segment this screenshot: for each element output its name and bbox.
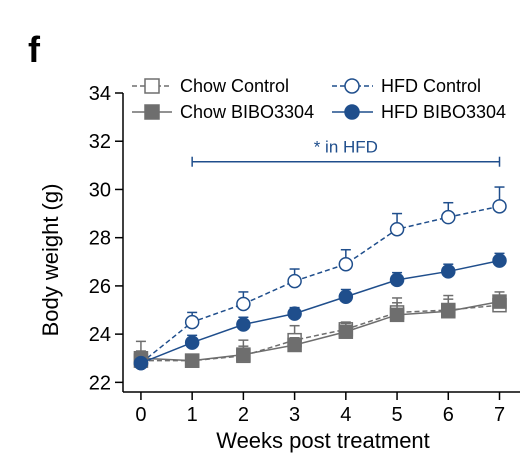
- plot-area: [133, 186, 507, 371]
- panel-label: f: [28, 29, 41, 70]
- x-tick-label: 1: [187, 404, 198, 426]
- y-tick-label: 24: [89, 324, 111, 346]
- legend-label: Chow Control: [180, 76, 289, 96]
- series-hfd-bibo3304: [133, 252, 507, 371]
- x-tick-label: 5: [391, 404, 402, 426]
- data-point: [441, 209, 456, 225]
- x-tick-label: 6: [443, 404, 454, 426]
- significance-annotation: * in HFD: [191, 138, 501, 167]
- open-circle-marker-icon: [344, 78, 360, 94]
- y-tick-label: 26: [89, 276, 111, 298]
- y-tick-label: 28: [89, 228, 111, 250]
- data-point: [236, 347, 251, 362]
- data-point: [441, 303, 456, 319]
- legend-label: Chow BIBO3304: [180, 102, 314, 122]
- data-point: [133, 355, 149, 371]
- legend-item-hfd-control: HFD Control: [332, 76, 481, 96]
- data-point: [338, 256, 354, 272]
- filled-circle-marker-icon: [344, 104, 360, 120]
- data-point: [389, 307, 405, 323]
- data-point: [184, 314, 200, 330]
- x-tick-label: 0: [135, 404, 146, 426]
- data-point: [287, 337, 302, 353]
- x-tick-label: 7: [494, 404, 505, 426]
- y-tick-label: 22: [89, 372, 111, 394]
- data-point: [287, 273, 302, 289]
- series-line: [140, 259, 500, 364]
- data-point: [338, 289, 354, 305]
- y-tick-label: 32: [89, 131, 111, 153]
- data-point: [389, 272, 405, 288]
- data-point: [184, 353, 200, 368]
- x-axis-label: Weeks post treatment: [216, 428, 430, 453]
- data-point: [441, 264, 456, 279]
- data-point: [236, 296, 251, 312]
- y-tick-label: 30: [89, 179, 111, 201]
- data-point: [492, 294, 507, 309]
- legend-item-chow-control: Chow Control: [132, 76, 289, 96]
- data-point: [184, 335, 200, 350]
- legend: Chow Control HFD Control Chow BIBO3304 H…: [132, 76, 506, 122]
- y-axis-label: Body weight (g): [38, 184, 63, 337]
- legend-label: HFD Control: [381, 76, 481, 96]
- data-point: [492, 253, 507, 268]
- series-line: [140, 205, 500, 364]
- data-point: [492, 199, 507, 214]
- filled-square-marker-icon: [144, 104, 160, 120]
- data-point: [389, 221, 405, 237]
- annotation-label: * in HFD: [314, 138, 378, 157]
- y-tick-label: 34: [89, 83, 111, 105]
- data-point: [338, 324, 354, 339]
- x-tick-label: 4: [340, 404, 351, 426]
- data-point: [287, 306, 302, 321]
- series-line: [140, 300, 500, 362]
- x-tick-label: 2: [238, 404, 249, 426]
- legend-item-chow-bibo3304: Chow BIBO3304: [132, 102, 314, 122]
- x-tick-label: 3: [289, 404, 300, 426]
- open-square-marker-icon: [144, 78, 160, 94]
- data-point: [236, 317, 251, 332]
- legend-label: HFD BIBO3304: [381, 102, 506, 122]
- legend-item-hfd-bibo3304: HFD BIBO3304: [332, 102, 506, 122]
